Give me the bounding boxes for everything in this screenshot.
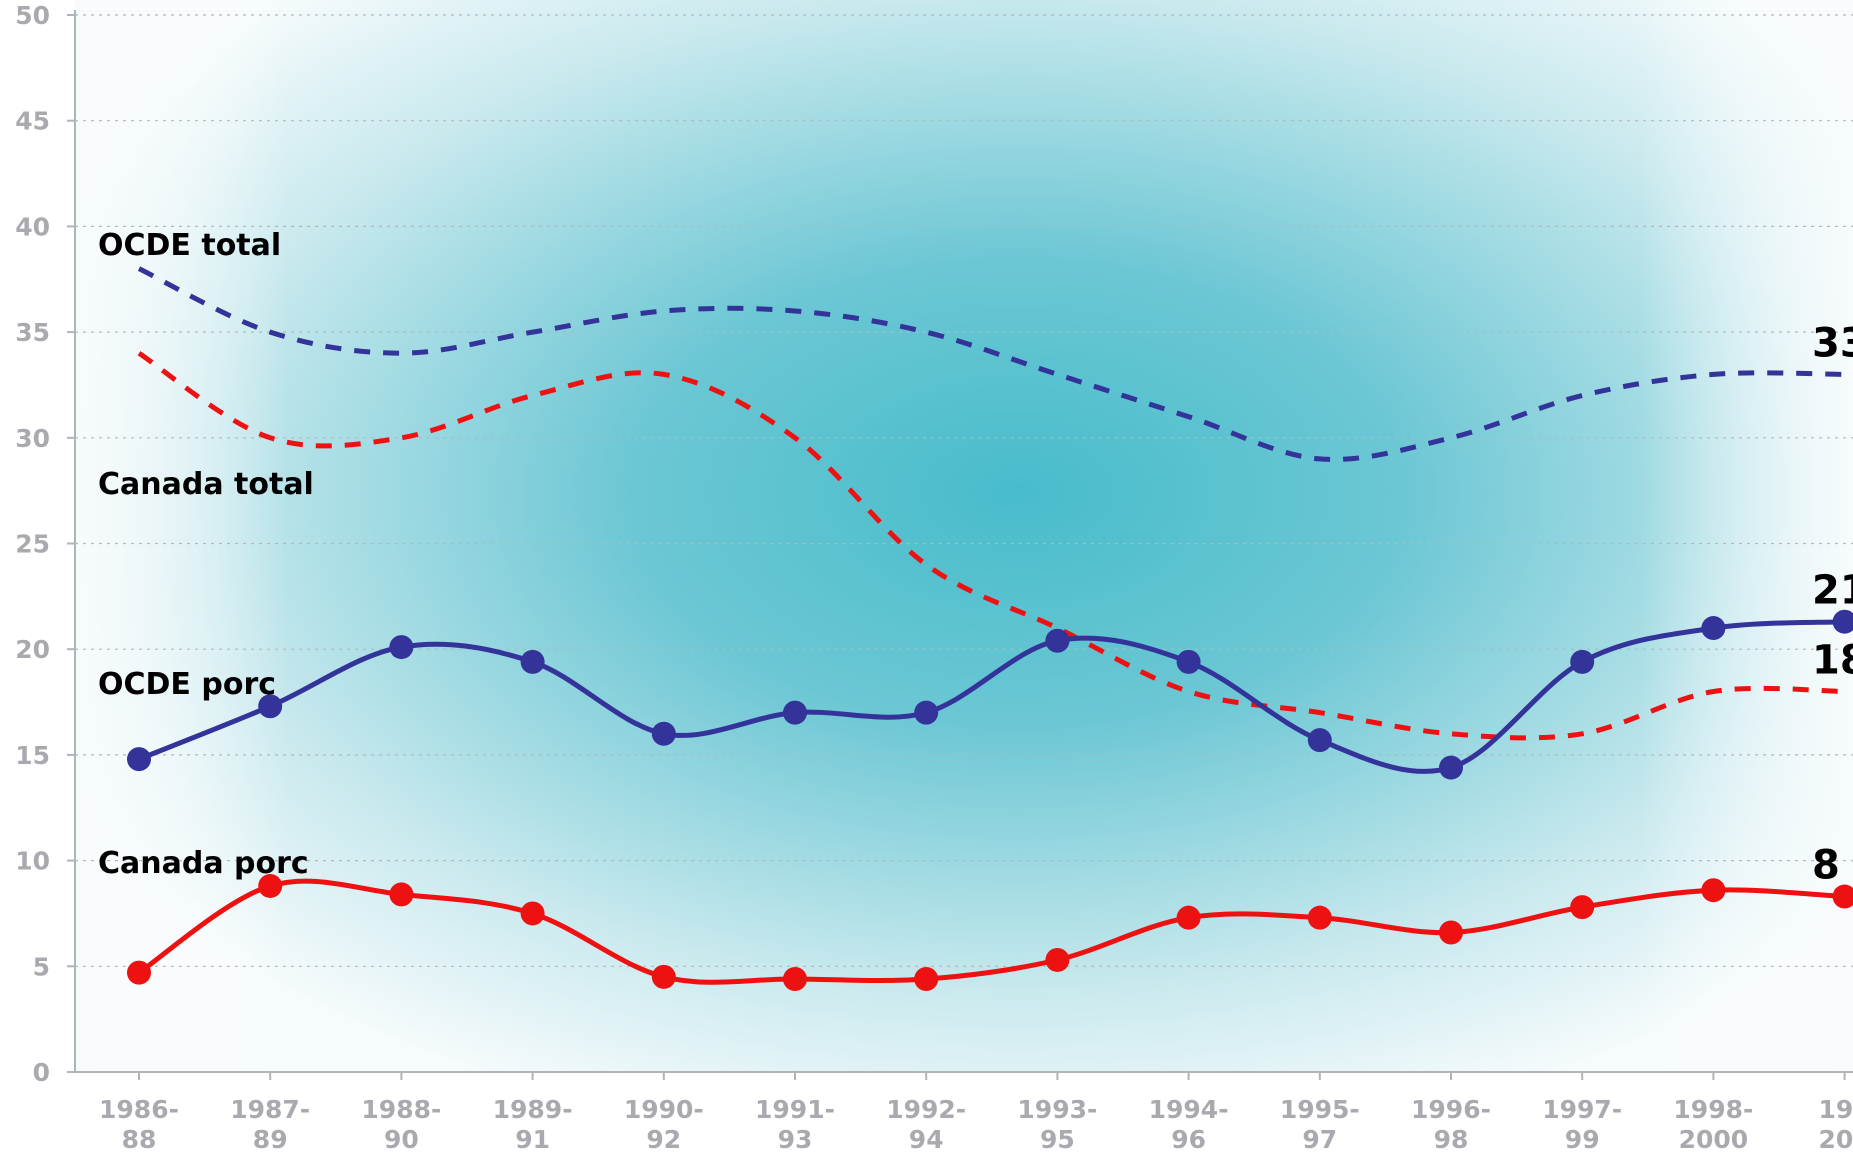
data-point-canada-porc-10 <box>1439 920 1463 945</box>
data-point-ocde-porc-12 <box>1701 616 1726 641</box>
y-tick-label-40: 40 <box>15 212 50 241</box>
end-value-label-ocde-porc: 21 <box>1812 568 1853 614</box>
data-point-canada-porc-2 <box>389 882 414 907</box>
y-tick-label-20: 20 <box>15 635 50 664</box>
x-tick-label-3: 1989-91 <box>493 1095 573 1153</box>
data-point-ocde-porc-8 <box>1176 649 1201 674</box>
series-label-ocde-total: OCDE total <box>98 228 281 263</box>
data-point-ocde-porc-4 <box>651 721 676 746</box>
data-point-canada-porc-5 <box>783 966 807 991</box>
plot-background-fade <box>75 0 1853 1072</box>
data-point-canada-porc-3 <box>520 901 545 926</box>
data-point-ocde-porc-7 <box>1045 628 1070 653</box>
axes: 0 5 10 15 20 25 30 35 40 45 50 1986-88 1987-89 1988-9… <box>15 1 1853 1154</box>
data-point-canada-porc-13 <box>1832 884 1853 909</box>
series-group <box>127 266 1853 991</box>
data-point-ocde-porc-11 <box>1570 649 1595 674</box>
data-point-canada-porc-9 <box>1307 905 1332 930</box>
y-tick-label-0: 0 <box>33 1058 50 1087</box>
data-point-canada-porc-4 <box>651 964 676 989</box>
y-tick-label-5: 5 <box>33 952 50 981</box>
x-tick-label-5: 1991-93 <box>755 1095 835 1153</box>
y-tick-label-15: 15 <box>15 741 50 770</box>
series-line-ocde-porc <box>138 619 1845 774</box>
data-point-ocde-porc-6 <box>914 700 939 725</box>
data-point-ocde-porc-2 <box>389 635 414 660</box>
series-label-ocde-porc: OCDE porc <box>98 667 276 702</box>
data-point-ocde-porc-1 <box>258 694 283 719</box>
series-label-canada-total: Canada total <box>98 467 314 502</box>
data-point-canada-porc-11 <box>1570 895 1595 920</box>
x-tick-label-9: 1995-97 <box>1280 1095 1360 1153</box>
data-point-canada-porc-8 <box>1176 905 1201 930</box>
data-point-canada-porc-12 <box>1701 878 1726 903</box>
data-point-canada-porc-6 <box>914 966 939 991</box>
data-point-ocde-porc-0 <box>127 747 151 772</box>
x-tick-label-10: 1996-98 <box>1411 1095 1491 1153</box>
y-tick-label-50: 50 <box>15 1 50 30</box>
y-tick-label-30: 30 <box>15 424 50 453</box>
data-point-ocde-porc-3 <box>520 649 545 674</box>
labels-group: OCDE total 33 Canada total 18 OCDE porc 21 Can… <box>98 228 1853 889</box>
x-tick-label-11: 1997-99 <box>1542 1095 1622 1153</box>
series-line-canada-total <box>137 351 1845 741</box>
y-tick-label-25: 25 <box>15 530 50 559</box>
series-line-ocde-total <box>137 266 1845 462</box>
y-tick-label-10: 10 <box>15 847 50 876</box>
end-value-label-canada-total: 18 <box>1812 637 1853 683</box>
data-point-ocde-porc-13 <box>1832 609 1853 634</box>
end-value-label-ocde-total: 33 <box>1812 320 1853 366</box>
x-tick-label-12: 1998-2000 <box>1673 1095 1753 1153</box>
x-tick-label-2: 1988-90 <box>361 1095 441 1153</box>
x-tick-label-7: 1993-95 <box>1017 1095 1097 1153</box>
x-tick-label-8: 1994-96 <box>1149 1095 1229 1153</box>
end-value-label-canada-porc: 8 <box>1812 843 1840 889</box>
data-point-canada-porc-0 <box>127 960 151 985</box>
x-tick-label-4: 1990-92 <box>624 1095 704 1153</box>
y-tick-label-45: 45 <box>15 107 50 136</box>
x-tick-label-0: 1986-88 <box>99 1095 179 1153</box>
data-point-ocde-porc-9 <box>1307 728 1332 753</box>
series-label-canada-porc: Canada porc <box>98 846 309 881</box>
y-tick-label-35: 35 <box>15 318 50 347</box>
x-tick-label-13: 199200 <box>1819 1095 1853 1153</box>
x-tick-label-6: 1992-94 <box>886 1095 966 1153</box>
data-point-canada-porc-1 <box>258 873 283 898</box>
x-tick-label-1: 1987-89 <box>230 1095 310 1153</box>
data-point-canada-porc-7 <box>1045 947 1070 972</box>
data-point-ocde-porc-10 <box>1439 755 1463 780</box>
gridlines <box>75 14 1853 967</box>
data-point-ocde-porc-5 <box>783 700 807 725</box>
